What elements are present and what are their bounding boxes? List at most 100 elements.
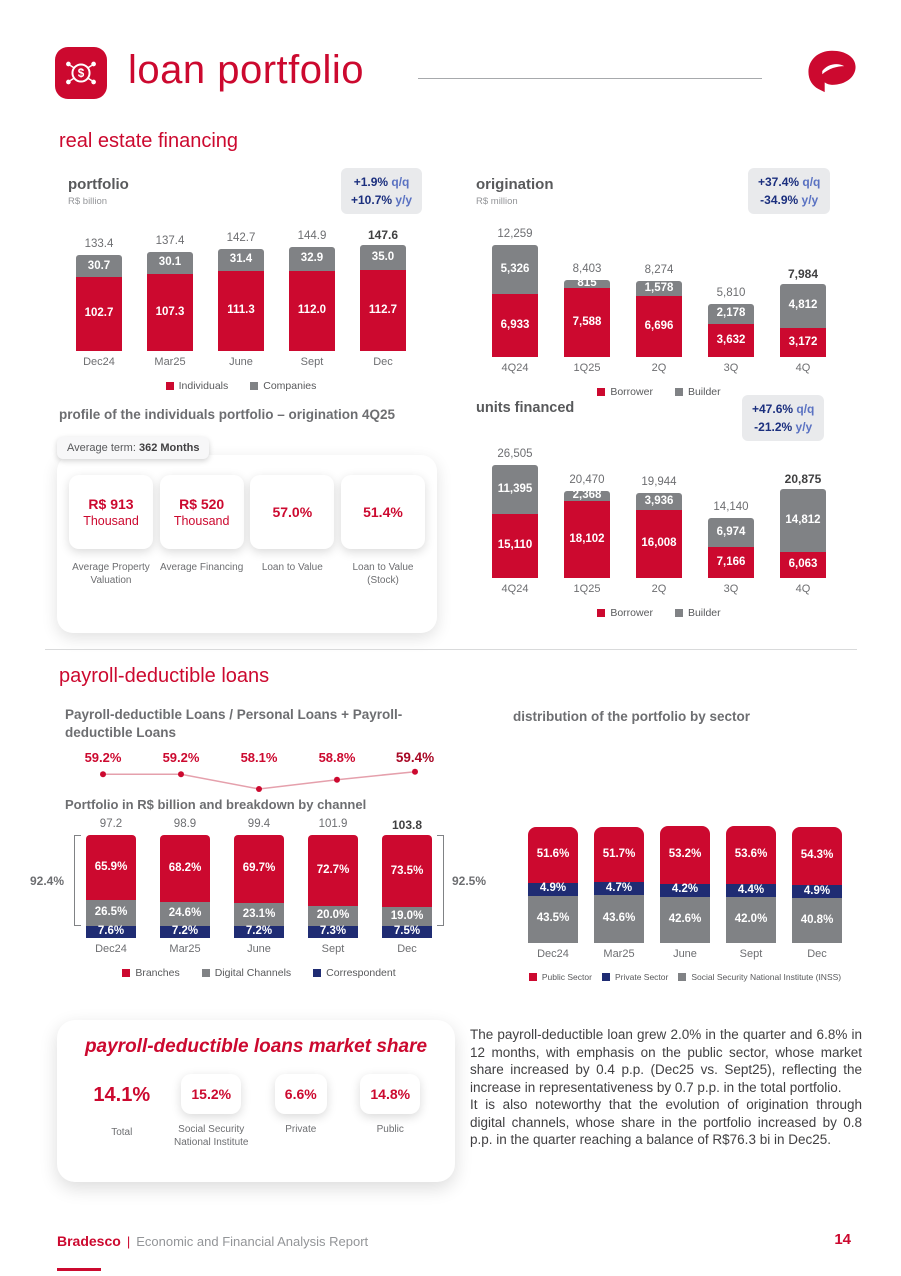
legend-item-builder: Builder: [674, 385, 721, 398]
ratio-value: 58.8%: [318, 750, 356, 765]
category-label: 1Q25: [573, 582, 601, 595]
legend-swatch: [678, 972, 687, 981]
yoy-suffix: y/y: [795, 420, 813, 434]
ratio-value: 59.4%: [395, 750, 435, 765]
legend-item-borrower: Borrower: [597, 607, 653, 619]
bar-segment-individuals: 112.7: [360, 270, 406, 351]
bar-segment-companies: 35.0: [360, 245, 406, 271]
footer-report-title: Economic and Financial Analysis Report: [136, 1234, 369, 1249]
stat-card: R$ 913 Thousand: [69, 475, 153, 549]
legend-swatch: [597, 387, 606, 396]
category-label: Sept: [321, 942, 345, 955]
bar-column: 8,403 815 7,588 1Q25: [564, 263, 610, 374]
bar-segment-branches: 72.7%: [308, 835, 358, 907]
legend-item-individuals: Individuals: [165, 379, 229, 392]
chart-legend: Borrower Builder: [468, 607, 850, 619]
legend-label: Builder: [687, 385, 721, 398]
bar-segment-borrower: 6,933: [492, 293, 538, 357]
legend-label: Borrower: [610, 606, 653, 619]
market-share-card: payroll-deductible loans market share 14…: [57, 1020, 455, 1182]
bar-segment-individuals: 111.3: [218, 271, 264, 351]
bar-stack: 35.0 112.7: [360, 245, 406, 351]
bar-segment-digital-channels: 23.1%: [234, 903, 284, 926]
bar-column: 103.8 73.5% 19.0% 7.5% Dec: [382, 818, 432, 955]
ratio-values-row: 59.2% 59.2% 58.1% 58.8% 59.4%: [64, 750, 454, 765]
legend-item-private-sector: Private Sector: [601, 972, 668, 982]
category-label: Dec: [373, 355, 393, 368]
legend-swatch: [122, 968, 131, 977]
page-title: loan portfolio: [128, 48, 365, 92]
bar-segment-companies: 32.9: [289, 247, 335, 271]
section-heading-payroll: payroll-deductible loans: [59, 665, 270, 687]
money-network-icon: $: [55, 47, 107, 99]
legend-swatch: [674, 608, 683, 617]
bar-stack: 6,974 7,166: [708, 517, 754, 578]
bar-segment-public-sector: 51.6%: [528, 826, 578, 883]
legend-item-social-security-national-institute-inss: Social Security National Institute (INSS…: [678, 972, 841, 982]
commentary-paragraph-1: The payroll-deductible loan grew 2.0% in…: [470, 1027, 862, 1095]
bar-segment-private-sector: 4.2%: [660, 883, 710, 897]
units-financed-chart-title: units financed: [476, 400, 575, 416]
legend-swatch: [250, 381, 259, 390]
bar-stack: 53.2% 4.2% 42.6%: [660, 826, 710, 943]
bar-column: 101.9 72.7% 20.0% 7.3% Sept: [308, 818, 358, 955]
bar-stack: 14,812 6,063: [780, 489, 826, 578]
portfolio-chart-title: portfolio: [68, 176, 129, 193]
chart-legend: Individuals Companies: [60, 380, 422, 392]
legend-label: Individuals: [178, 379, 229, 392]
bar-stack: 815 7,588: [564, 277, 610, 357]
bar-segment-social-security-national-institute-inss: 43.6%: [594, 895, 644, 943]
category-label: 4Q24: [501, 361, 529, 374]
ratio-value: 59.2%: [162, 750, 200, 765]
category-label: Sept: [739, 947, 763, 960]
bar-segment-private-sector: 4.7%: [594, 882, 644, 896]
stat-label: Average Financing: [160, 562, 244, 573]
category-label: 4Q24: [501, 582, 529, 595]
category-label: 3Q: [723, 361, 739, 374]
bar-segment-private-sector: 4.4%: [726, 884, 776, 898]
bar-segment-social-security-national-institute-inss: 43.5%: [528, 895, 578, 943]
chart-legend: Public Sector Private Sector Social Securi…: [505, 972, 865, 982]
bar-total-label: 8,403: [572, 263, 602, 276]
bar-segment-borrower: 18,102: [564, 500, 610, 578]
portfolio-stacked-bar-chart: 133.4 30.7 102.7 Dec24 137.4 30.1 107.3 Mar25 14…: [60, 228, 422, 392]
profile-heading: profile of the individuals portfolio – o…: [59, 407, 396, 422]
bar-segment-companies: 30.1: [147, 252, 193, 274]
category-label: 4Q: [795, 582, 811, 595]
bar-column: 51.6% 4.9% 43.5% Dec24: [528, 826, 578, 960]
bradesco-logo-icon: [806, 48, 858, 99]
left-bracket: [74, 835, 81, 926]
stat-value: R$ 520: [179, 496, 225, 512]
category-label: 2Q: [651, 361, 667, 374]
legend-swatch: [528, 972, 537, 981]
stat-value: 57.0%: [272, 504, 313, 520]
stat-value: 14.1%: [93, 1084, 151, 1106]
bar-segment-private-sector: 4.9%: [792, 885, 842, 899]
stat-card: 6.6%: [274, 1074, 327, 1114]
category-label: Dec: [397, 942, 417, 955]
section-divider-line: [45, 649, 857, 650]
bar-segment-builder: 3,936: [636, 493, 682, 510]
bar-stack: 68.2% 24.6% 7.2%: [160, 835, 210, 938]
bar-segment-social-security-national-institute-inss: 42.6%: [660, 896, 710, 943]
bar-total-label: 19,944: [641, 476, 677, 488]
bar-column: 97.2 65.9% 26.5% 7.6% Dec24: [86, 818, 136, 955]
legend-label: Public Sector: [541, 971, 592, 982]
stat-card: 15.2%: [181, 1074, 242, 1114]
bar-total-label: 5,810: [716, 286, 746, 299]
bar-segment-borrower: 6,063: [780, 552, 826, 578]
section-heading-real-estate: real estate financing: [59, 130, 239, 152]
bar-column: 19,944 3,936 16,008 2Q: [636, 476, 682, 595]
payroll-ratio-heading: Payroll-deductible Loans / Personal Loan…: [65, 707, 403, 740]
bar-segment-builder: 6,974: [708, 517, 754, 548]
legend-item-companies: Companies: [250, 380, 316, 392]
legend-label: Correspondent: [326, 966, 396, 979]
bar-column: 137.4 30.1 107.3 Mar25: [147, 235, 193, 368]
bar-segment-individuals: 102.7: [76, 277, 122, 351]
commentary-paragraph-2: It is also noteworthy that the evolution…: [470, 1097, 862, 1148]
bar-segment-builder: 2,368: [564, 489, 610, 501]
bar-segment-borrower: 3,172: [780, 327, 826, 357]
qoq-suffix: q/q: [391, 175, 410, 189]
bar-stack: 5,326 6,933: [492, 245, 538, 357]
